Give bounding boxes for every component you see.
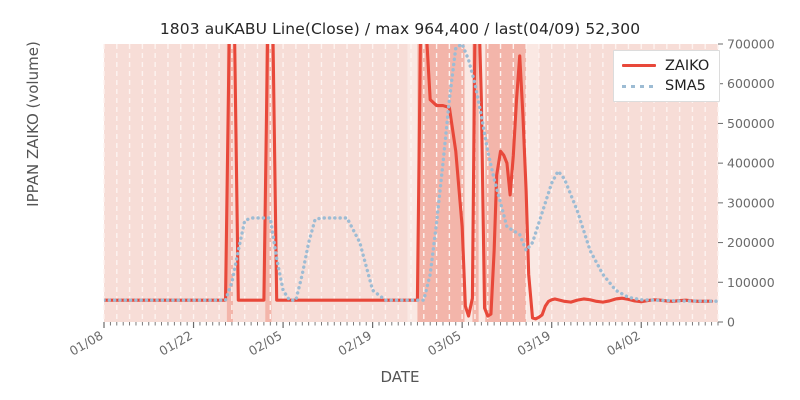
legend-item-zaiko[interactable]: ZAIKO — [622, 56, 709, 76]
legend-item-sma5[interactable]: SMA5 — [622, 76, 709, 96]
svg-text:0: 0 — [727, 315, 735, 330]
svg-text:200000: 200000 — [727, 235, 775, 250]
x-axis-label: DATE — [380, 368, 420, 386]
zaiko-line-swatch-icon — [622, 60, 656, 72]
svg-text:02/19: 02/19 — [335, 328, 374, 359]
svg-text:03/19: 03/19 — [515, 328, 554, 359]
svg-text:02/05: 02/05 — [246, 328, 285, 359]
svg-text:100000: 100000 — [727, 275, 775, 290]
data-series-layer — [104, 44, 718, 321]
svg-text:04/02: 04/02 — [604, 328, 643, 359]
svg-text:700000: 700000 — [727, 37, 775, 52]
svg-text:400000: 400000 — [727, 156, 775, 171]
svg-text:01/08: 01/08 — [67, 328, 106, 359]
sma5-line-swatch-icon — [622, 80, 656, 92]
legend-label-sma5: SMA5 — [665, 78, 706, 94]
svg-text:300000: 300000 — [727, 195, 775, 210]
x-axis-ticks: 01/08 01/22 02/05 02/19 03/05 03/19 04/02 — [67, 322, 719, 359]
svg-text:03/05: 03/05 — [425, 328, 464, 359]
svg-text:500000: 500000 — [727, 116, 775, 131]
legend-label-zaiko: ZAIKO — [665, 58, 710, 74]
svg-text:01/22: 01/22 — [156, 328, 195, 359]
chart-title: 1803 auKABU Line(Close) / max 964,400 / … — [159, 20, 641, 38]
svg-text:600000: 600000 — [727, 76, 775, 91]
chart-legend[interactable]: ZAIKO SMA5 — [613, 50, 721, 102]
y-axis-ticks: 0 100000 200000 300000 400000 500000 600000 700… — [718, 37, 775, 330]
